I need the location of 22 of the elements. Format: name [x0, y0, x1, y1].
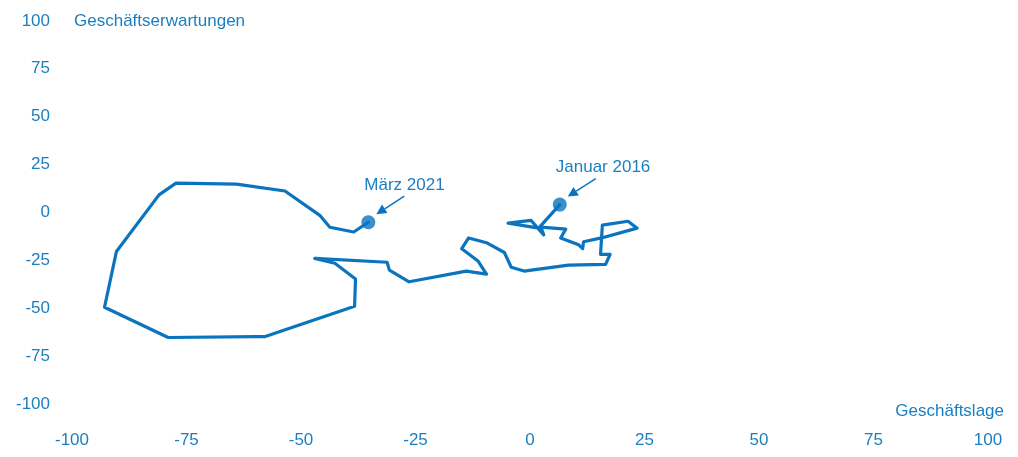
y-tick-label: -75 [25, 345, 50, 365]
y-axis-title: Geschäftserwartungen [74, 11, 246, 30]
x-tick-label: -25 [403, 430, 428, 449]
x-tick-label: -75 [174, 430, 199, 449]
y-tick-label: 50 [31, 106, 50, 126]
y-tick-label: -50 [25, 297, 50, 317]
y-tick-label: -100 [15, 393, 50, 413]
x-tick-label: 100 [973, 430, 1003, 449]
x-axis-title: Geschäftslage [895, 401, 1005, 420]
x-tick-label: 25 [635, 430, 654, 449]
annotation: März 2021 [364, 174, 445, 194]
y-tick-label: 25 [31, 154, 50, 174]
x-tick-label: 50 [749, 430, 769, 449]
x-tick-label: -50 [288, 430, 314, 449]
x-tick-label: 75 [864, 430, 883, 449]
y-tick-label: -25 [25, 249, 50, 269]
y-tick-label: 0 [40, 202, 50, 221]
y-tick-label: 100 [21, 10, 50, 30]
x-tick-label: -100 [54, 430, 90, 449]
x-tick-label: 0 [525, 430, 535, 449]
y-tick-label: 75 [31, 58, 50, 78]
annotation: Januar 2016 [555, 157, 651, 177]
